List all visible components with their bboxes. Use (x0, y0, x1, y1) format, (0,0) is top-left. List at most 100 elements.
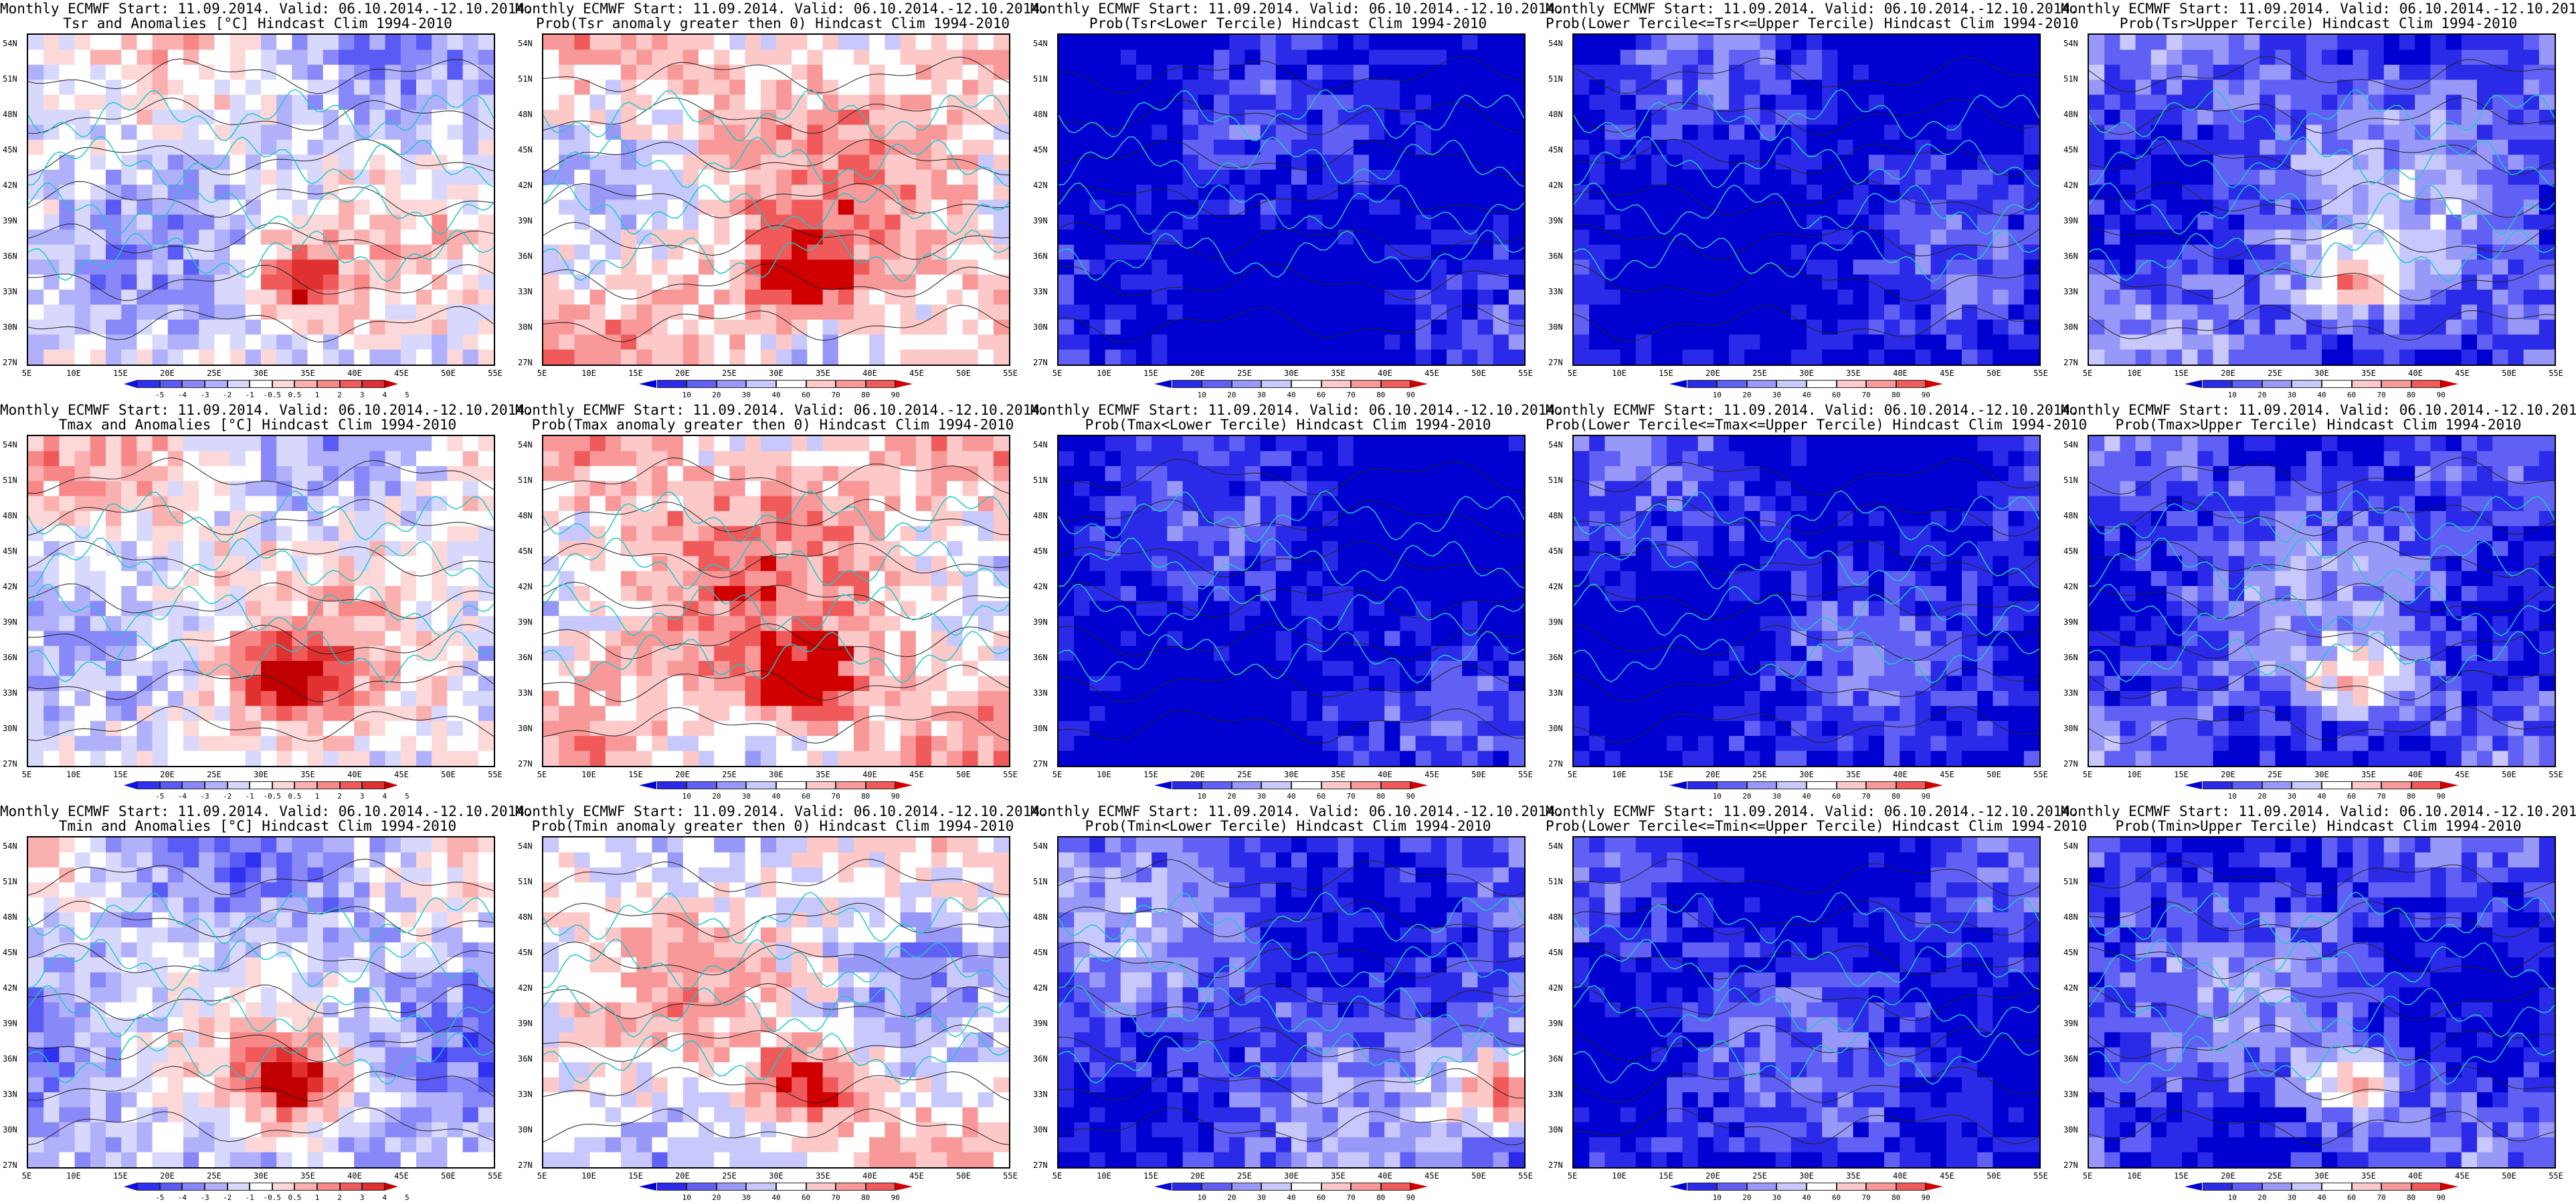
field-cell (261, 80, 278, 96)
field-cell (2353, 185, 2369, 201)
field-cell (1152, 139, 1168, 156)
field-cell (729, 319, 746, 336)
field-cell (152, 124, 169, 140)
field-cell (1120, 229, 1137, 245)
color-scale-segment (182, 380, 205, 388)
field-cell (152, 691, 169, 707)
field-cell (1697, 155, 1714, 171)
field-cell (245, 274, 262, 290)
field-cell (1384, 229, 1401, 245)
field-cell (1651, 244, 1668, 261)
color-scale-label: -5 (155, 792, 165, 801)
field-cell (854, 645, 870, 662)
field-cell (1900, 94, 1916, 110)
field-cell (589, 466, 606, 482)
field-cell (1291, 64, 1308, 81)
field-cell (152, 601, 169, 617)
field-cell (1697, 290, 1714, 306)
field-cell (2415, 155, 2431, 171)
field-cell (605, 676, 622, 692)
field-cell (261, 481, 278, 497)
panel-title-run: Monthly ECMWF Start: 11.09.2014. Valid: … (1030, 1, 1564, 17)
field-cell (307, 110, 324, 126)
latitude-tick-label: 30N (518, 322, 533, 332)
field-cell (432, 451, 448, 467)
field-cell (2008, 49, 2025, 66)
field-cell (729, 676, 746, 692)
field-cell (1245, 214, 1261, 231)
latitude-tick-label: 27N (2063, 358, 2078, 367)
field-cell (1059, 334, 1075, 350)
field-cell (1214, 214, 1230, 231)
field-cell (2383, 319, 2400, 336)
field-cell (1059, 214, 1075, 231)
field-cell (1900, 110, 1916, 126)
field-cell (760, 586, 777, 602)
field-cell (416, 691, 433, 707)
field-cell (354, 436, 371, 452)
field-cell (2306, 64, 2322, 81)
field-cell (652, 706, 668, 722)
field-cell (1508, 64, 1524, 81)
field-cell (121, 736, 138, 752)
field-cell (559, 155, 575, 171)
field-cell (199, 110, 215, 126)
field-cell (229, 244, 246, 261)
field-cell (229, 676, 246, 692)
field-cell (167, 334, 184, 350)
field-cell (838, 706, 854, 722)
field-cell (90, 736, 106, 752)
field-cell (2353, 349, 2369, 365)
field-cell (1713, 155, 1730, 171)
field-cell (636, 676, 653, 692)
field-cell (2182, 49, 2199, 66)
field-cell (1915, 274, 1932, 290)
coastline (1574, 88, 2039, 142)
longitude-tick-label: 45E (394, 369, 409, 378)
field-cell (2275, 35, 2292, 51)
field-cell (605, 35, 622, 51)
field-cell (2167, 199, 2183, 215)
field-cell (323, 319, 339, 336)
field-cell (462, 185, 479, 201)
field-cell (1400, 214, 1416, 231)
field-cell (776, 586, 793, 602)
field-cell (369, 615, 386, 632)
field-cell (1604, 110, 1621, 126)
field-cell (589, 511, 606, 527)
field-cell (1307, 199, 1323, 215)
field-cell (652, 645, 668, 662)
field-cell (28, 631, 45, 647)
field-cell (307, 436, 324, 452)
field-cell (2383, 94, 2400, 110)
field-cell (714, 645, 731, 662)
field-cell (369, 496, 386, 512)
field-cell (714, 540, 731, 557)
field-cell (152, 139, 169, 156)
field-cell (214, 185, 231, 201)
field-cell (1136, 290, 1153, 306)
field-cell (183, 94, 200, 110)
field-cell (2477, 229, 2494, 245)
field-cell (2415, 94, 2431, 110)
field-cell (2430, 214, 2447, 231)
field-cell (900, 80, 917, 96)
field-cell (931, 155, 948, 171)
field-cell (714, 185, 731, 201)
field-cell (152, 676, 169, 692)
field-cell (760, 80, 777, 96)
field-cell (1822, 319, 1839, 336)
field-cell (621, 169, 638, 186)
field-cell (1384, 274, 1401, 290)
field-cell (1260, 319, 1277, 336)
field-cell (1962, 274, 1979, 290)
field-cell (2008, 319, 2025, 336)
field-cell (43, 139, 60, 156)
field-cell (354, 199, 371, 215)
field-cell (1760, 169, 1776, 186)
field-cell (1775, 80, 1792, 96)
field-cell (589, 645, 606, 662)
latitude-tick-label: 27N (3, 759, 17, 769)
field-cell (993, 526, 1009, 542)
field-cell (261, 169, 278, 186)
